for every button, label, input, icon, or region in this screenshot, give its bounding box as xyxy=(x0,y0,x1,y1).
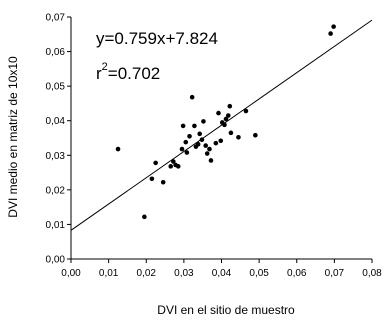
data-point xyxy=(223,116,229,122)
data-point xyxy=(175,164,181,169)
data-point xyxy=(243,108,249,114)
data-point xyxy=(201,119,206,124)
y-tick-label: 0,03 xyxy=(46,151,66,162)
y-tick-label: 0,06 xyxy=(46,47,66,58)
data-point xyxy=(195,141,201,147)
r-squared-value: =0.702 xyxy=(108,64,160,83)
x-tick-label: 0,06 xyxy=(287,268,307,279)
y-axis-label: DVI medio en matriz de 10x10 xyxy=(6,56,20,218)
axes xyxy=(70,17,372,260)
data-point xyxy=(197,131,202,137)
y-tick-label: 0,01 xyxy=(46,220,66,231)
data-point xyxy=(187,133,192,139)
x-tick-label: 0,02 xyxy=(137,268,157,279)
x-tick-label: 0,01 xyxy=(99,268,119,279)
y-tick-label: 0,04 xyxy=(46,116,66,127)
data-point xyxy=(216,110,221,116)
data-point xyxy=(208,158,214,163)
x-tick-label: 0,08 xyxy=(362,268,382,279)
trendline xyxy=(70,19,373,231)
data-point xyxy=(213,140,219,146)
x-tick-label: 0,07 xyxy=(325,268,345,279)
data-point xyxy=(171,159,176,164)
data-point xyxy=(199,137,205,143)
data-point xyxy=(183,139,189,145)
data-point xyxy=(204,151,210,156)
y-tick-label: 0,05 xyxy=(46,82,66,93)
data-point xyxy=(203,143,208,148)
y-tick-label: 0,00 xyxy=(46,255,66,266)
data-point xyxy=(225,113,231,118)
y-tick-label: 0,02 xyxy=(46,185,66,196)
x-tick-label: 0,04 xyxy=(212,268,232,279)
ticks: 0,00 0,01 0,02 0,03 0,04 0,05 0,06 0,07 0,08 0,00… xyxy=(46,13,383,280)
trendline-group xyxy=(70,19,373,231)
data-points xyxy=(115,24,336,220)
data-point xyxy=(149,176,155,182)
data-point xyxy=(160,179,166,185)
x-tick-label: 0,00 xyxy=(61,268,81,279)
r-squared-base: r xyxy=(96,64,102,83)
data-point xyxy=(115,146,121,152)
x-tick-label: 0,05 xyxy=(249,268,269,279)
data-point xyxy=(236,135,241,140)
data-point xyxy=(153,160,158,166)
data-point xyxy=(192,123,197,129)
data-point xyxy=(218,138,224,144)
data-point xyxy=(222,122,227,128)
data-point xyxy=(184,150,190,155)
data-point xyxy=(142,214,147,220)
x-tick-label: 0,03 xyxy=(174,268,194,279)
regression-equation: y=0.759x+7.824 xyxy=(96,29,218,48)
data-point xyxy=(180,123,186,129)
y-tick-label: 0,07 xyxy=(46,13,66,24)
data-point xyxy=(331,24,336,29)
data-point xyxy=(328,31,333,36)
data-point xyxy=(227,103,233,109)
data-point xyxy=(179,146,185,152)
data-point xyxy=(189,94,195,100)
r-squared-label: r2=0.702 xyxy=(96,61,160,83)
r-squared-exponent: 2 xyxy=(102,61,108,73)
data-point xyxy=(168,164,174,169)
data-point xyxy=(228,130,234,136)
data-point xyxy=(207,146,212,152)
data-point xyxy=(253,132,258,138)
x-axis-label: DVI en el sitio de muestro xyxy=(157,303,295,317)
